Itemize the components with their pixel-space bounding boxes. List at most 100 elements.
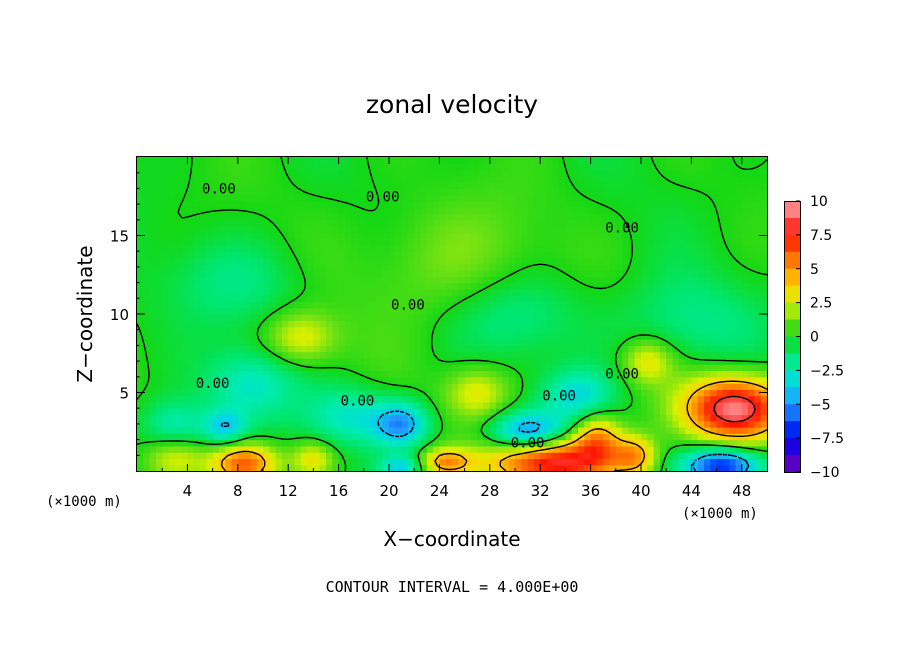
heatmap-cell	[445, 169, 453, 177]
heatmap-cell	[288, 414, 296, 422]
heatmap-cell	[231, 376, 239, 384]
heatmap-cell	[376, 188, 384, 196]
heatmap-cell	[244, 282, 251, 290]
heatmap-cell	[678, 376, 686, 384]
heatmap-cell	[300, 345, 308, 353]
heatmap-cell	[760, 332, 768, 340]
heatmap-cell	[470, 395, 478, 403]
heatmap-cell	[458, 194, 466, 202]
heatmap-cell	[218, 326, 226, 334]
heatmap-cell	[281, 383, 289, 390]
heatmap-cell	[502, 301, 510, 309]
heatmap-cell	[741, 301, 749, 309]
heatmap-cell	[735, 307, 743, 315]
heatmap-cell	[338, 251, 346, 259]
heatmap-cell	[483, 445, 491, 453]
heatmap-cell	[420, 351, 428, 359]
heatmap-cell	[710, 169, 718, 177]
heatmap-cell	[496, 219, 503, 227]
heatmap-cell	[395, 401, 403, 409]
heatmap-cell	[389, 433, 396, 441]
heatmap-cell	[464, 288, 472, 296]
heatmap-cell	[647, 238, 655, 246]
heatmap-cell	[483, 200, 491, 208]
heatmap-cell	[445, 414, 453, 422]
heatmap-cell	[565, 351, 573, 359]
heatmap-cell	[376, 200, 384, 208]
heatmap-cell	[206, 464, 214, 472]
heatmap-cell	[729, 200, 737, 208]
heatmap-cell	[168, 433, 176, 441]
heatmap-cell	[244, 238, 251, 246]
heatmap-cell	[389, 194, 396, 202]
heatmap-cell	[288, 219, 296, 227]
heatmap-cell	[426, 357, 434, 365]
heatmap-cell	[641, 200, 648, 208]
heatmap-cell	[760, 263, 768, 271]
heatmap-cell	[716, 282, 724, 290]
heatmap-cell	[168, 376, 176, 384]
heatmap-cell	[237, 182, 245, 189]
heatmap-cell	[603, 357, 611, 365]
heatmap-cell	[477, 420, 485, 428]
heatmap-cell	[401, 238, 409, 246]
heatmap-cell	[464, 182, 472, 189]
heatmap-cell	[288, 270, 296, 277]
heatmap-cell	[515, 420, 522, 428]
heatmap-cell	[319, 345, 327, 353]
heatmap-cell	[149, 251, 157, 259]
heatmap-cell	[540, 351, 548, 359]
heatmap-cell	[546, 439, 554, 447]
heatmap-cell	[470, 213, 478, 221]
heatmap-cell	[584, 389, 592, 397]
heatmap-cell	[307, 326, 314, 334]
heatmap-cell	[641, 307, 648, 315]
heatmap-cell	[521, 232, 529, 240]
heatmap-cell	[464, 332, 472, 340]
heatmap-cell	[735, 383, 743, 390]
heatmap-cell	[414, 276, 422, 284]
heatmap-cell	[225, 226, 233, 233]
heatmap-cell	[300, 370, 308, 378]
heatmap-cell	[452, 351, 459, 359]
heatmap-cell	[584, 427, 592, 434]
heatmap-cell	[452, 389, 459, 397]
heatmap-cell	[697, 251, 705, 259]
heatmap-cell	[212, 175, 220, 183]
heatmap-cell	[237, 376, 245, 384]
heatmap-cell	[433, 364, 440, 372]
heatmap-cell	[250, 383, 258, 390]
heatmap-cell	[546, 288, 554, 296]
heatmap-cell	[143, 157, 151, 164]
heatmap-cell	[401, 395, 409, 403]
heatmap-cell	[716, 238, 724, 246]
heatmap-cell	[420, 427, 428, 434]
heatmap-cell	[754, 257, 762, 265]
heatmap-cell	[319, 207, 327, 215]
heatmap-cell	[659, 401, 667, 409]
heatmap-cell	[363, 408, 371, 416]
heatmap-cell	[515, 270, 522, 277]
heatmap-cell	[502, 401, 510, 409]
heatmap-cell	[559, 332, 566, 340]
heatmap-cell	[540, 200, 548, 208]
heatmap-cell	[168, 219, 176, 227]
heatmap-cell	[357, 263, 365, 271]
heatmap-cell	[395, 200, 403, 208]
heatmap-cell	[218, 226, 226, 233]
heatmap-cell	[338, 389, 346, 397]
heatmap-cell	[641, 427, 648, 434]
heatmap-cell	[187, 332, 195, 340]
heatmap-cell	[326, 157, 333, 164]
heatmap-cell	[363, 238, 371, 246]
heatmap-cell	[231, 288, 239, 296]
heatmap-cell	[596, 332, 604, 340]
heatmap-cell	[174, 326, 182, 334]
heatmap-cell	[653, 395, 661, 403]
heatmap-cell	[653, 414, 661, 422]
heatmap-cell	[584, 452, 592, 460]
heatmap-cell	[496, 263, 503, 271]
heatmap-cell	[678, 175, 686, 183]
heatmap-cell	[439, 314, 447, 321]
heatmap-cell	[704, 207, 711, 215]
